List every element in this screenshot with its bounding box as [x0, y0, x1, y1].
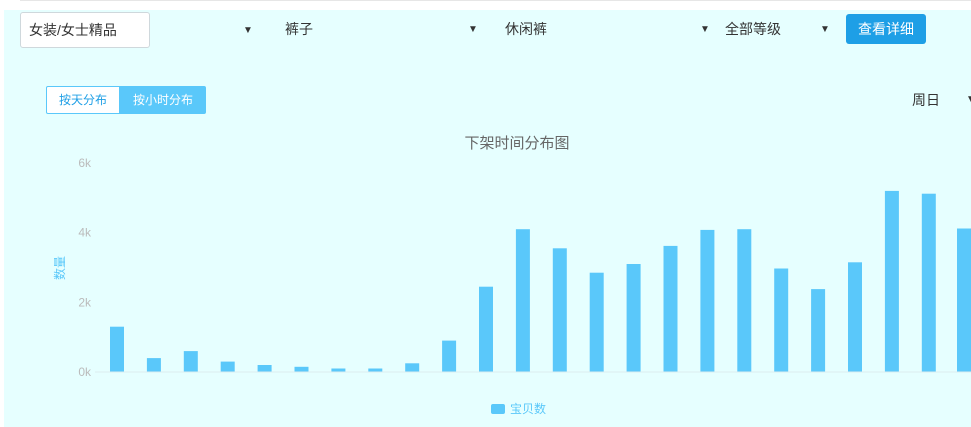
bar-10[interactable] — [479, 286, 493, 372]
view-detail-button[interactable]: 查看详细 — [846, 14, 926, 44]
caret-down-icon: ▼ — [700, 23, 710, 35]
bar-13[interactable] — [589, 272, 604, 372]
bar-11[interactable] — [515, 229, 530, 372]
y-axis-label: 数量 — [52, 256, 67, 280]
bar-9[interactable] — [442, 340, 457, 372]
distribution-toggle: 按天分布 按小时分布 — [46, 86, 207, 114]
legend-label: 宝贝数 — [510, 401, 546, 416]
subcategory-select[interactable]: 裤子 ▼ — [285, 12, 495, 46]
bar-8[interactable] — [405, 363, 420, 372]
level-value: 全部等级 — [725, 21, 781, 37]
by-hour-button[interactable]: 按小时分布 — [120, 86, 207, 114]
bar-17[interactable] — [737, 229, 752, 372]
bar-12[interactable] — [552, 248, 567, 372]
filter-bar: 女装/女士精品 ▼ 裤子 ▼ 休闲裤 ▼ 全部等级 ▼ 查看详细 — [20, 12, 971, 48]
bar-21[interactable] — [884, 190, 899, 372]
caret-down-icon: ▼ — [820, 23, 830, 35]
chart-title: 下架时间分布图 — [464, 135, 569, 152]
level-select[interactable]: 全部等级 ▼ — [725, 12, 835, 46]
y-tick-label: 4k — [78, 226, 92, 240]
bar-5[interactable] — [294, 366, 309, 372]
y-tick-label: 6k — [78, 156, 92, 170]
bar-6[interactable] — [331, 368, 346, 373]
bar-4[interactable] — [257, 365, 272, 372]
y-tick-label: 0k — [78, 365, 92, 379]
bar-3[interactable] — [220, 361, 235, 372]
style-select[interactable]: 休闲裤 ▼ — [505, 12, 725, 46]
bar-series — [110, 190, 971, 373]
category-select[interactable]: 女装/女士精品 ▼ — [20, 12, 253, 48]
bar-0[interactable] — [110, 326, 124, 372]
bar-14[interactable] — [626, 264, 641, 372]
bar-22[interactable] — [921, 193, 936, 372]
bar-19[interactable] — [811, 289, 826, 372]
bar-24[interactable] — [957, 289, 971, 372]
y-axis: 0k 2k 4k 6k — [78, 156, 92, 379]
weekday-select[interactable]: 周日 — [912, 92, 940, 108]
bar-7[interactable] — [368, 368, 383, 373]
caret-down-icon: ▼ — [468, 23, 478, 35]
caret-down-icon: ▼ — [243, 24, 253, 36]
bar-1[interactable] — [146, 358, 161, 372]
bar-20[interactable] — [848, 262, 862, 372]
bar-18[interactable] — [774, 268, 789, 373]
style-value: 休闲裤 — [505, 21, 547, 37]
caret-down-icon: ▼ — [966, 94, 971, 105]
top-divider — [20, 0, 971, 1]
bar-2[interactable] — [183, 351, 198, 372]
category-value: 女装/女士精品 — [29, 22, 117, 38]
legend-swatch[interactable] — [491, 404, 505, 414]
y-tick-label: 2k — [78, 295, 92, 309]
subcategory-value: 裤子 — [285, 21, 313, 37]
by-day-button[interactable]: 按天分布 — [46, 86, 121, 114]
bar-16[interactable] — [700, 229, 715, 372]
bar-15[interactable] — [663, 245, 678, 372]
